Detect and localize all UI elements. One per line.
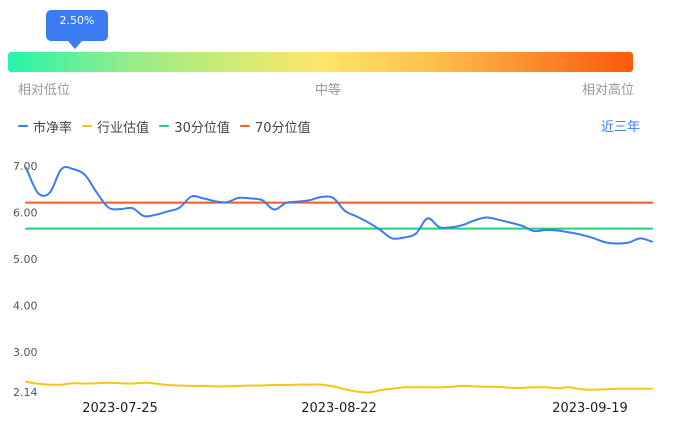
- legend-item-p70[interactable]: 70分位值: [240, 117, 311, 136]
- legend-label-pb: 市净率: [33, 120, 73, 136]
- y-tick-label: 7.00: [13, 160, 38, 173]
- legend-label-p70: 70分位值: [255, 120, 311, 136]
- scale-mid-label: 中等: [315, 83, 342, 98]
- y-tick-label: 4.00: [13, 299, 38, 312]
- tooltip-arrow-icon: [68, 41, 82, 49]
- x-tick-label: 2023-07-25: [82, 401, 158, 416]
- series-line-industry: [25, 380, 653, 394]
- legend-swatch-p70: [240, 125, 250, 127]
- legend-swatch-industry: [82, 125, 93, 127]
- valuation-gradient-bar: [8, 52, 633, 72]
- scale-high-label: 相对高位: [582, 83, 635, 98]
- percentile-tooltip: 2.50%: [46, 10, 108, 41]
- legend-item-industry[interactable]: 行业估值: [82, 117, 149, 136]
- legend-label-industry: 行业估值: [97, 120, 150, 136]
- y-tick-label: 3.00: [13, 346, 38, 359]
- period-selector[interactable]: 近三年: [600, 120, 640, 135]
- scale-low-label: 相对低位: [18, 83, 71, 98]
- legend-swatch-pb: [18, 125, 28, 127]
- y-tick-label: 2.14: [13, 386, 38, 399]
- x-tick-label: 2023-09-19: [552, 401, 628, 416]
- percentile-value: 2.50%: [59, 14, 95, 27]
- series-line-pb: [25, 166, 653, 245]
- legend-label-p30: 30分位值: [174, 120, 230, 136]
- legend-item-pb[interactable]: 市净率: [18, 117, 72, 136]
- chart-legend: 市净率 行业估值 30分位值 70分位值: [18, 116, 317, 136]
- y-tick-label: 6.00: [13, 206, 38, 219]
- y-tick-label: 5.00: [13, 253, 38, 266]
- legend-item-p30[interactable]: 30分位值: [159, 117, 230, 136]
- x-tick-label: 2023-08-22: [301, 401, 377, 416]
- legend-swatch-p30: [159, 125, 170, 127]
